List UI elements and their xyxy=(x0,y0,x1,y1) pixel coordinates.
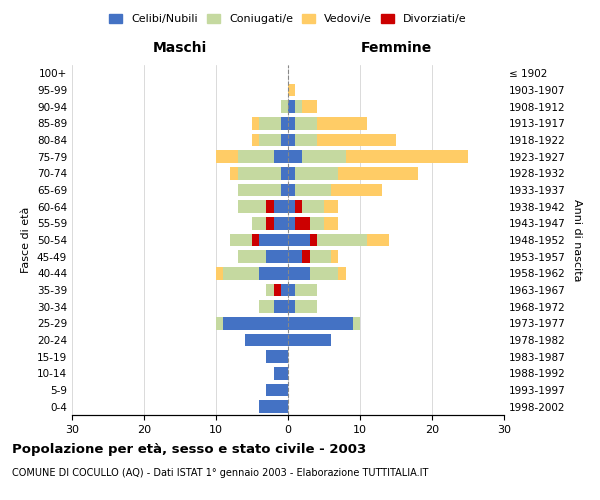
Bar xyxy=(252,234,259,246)
Bar xyxy=(216,317,223,330)
Bar xyxy=(266,384,288,396)
Bar xyxy=(281,100,288,113)
Bar xyxy=(274,284,281,296)
Bar xyxy=(274,300,288,313)
Bar xyxy=(288,117,295,130)
Bar xyxy=(274,217,288,230)
Bar xyxy=(338,267,346,280)
Bar xyxy=(288,100,295,113)
Bar xyxy=(259,267,288,280)
Bar xyxy=(302,150,346,163)
Bar xyxy=(259,300,274,313)
Bar xyxy=(266,250,288,263)
Bar xyxy=(331,184,382,196)
Bar xyxy=(281,184,288,196)
Bar xyxy=(367,234,389,246)
Bar xyxy=(302,250,310,263)
Bar xyxy=(281,167,288,179)
Bar xyxy=(295,200,324,213)
Bar xyxy=(259,134,281,146)
Bar xyxy=(238,150,274,163)
Bar xyxy=(288,267,310,280)
Bar xyxy=(216,267,223,280)
Bar xyxy=(223,317,288,330)
Bar xyxy=(288,167,295,179)
Bar xyxy=(331,250,338,263)
Bar xyxy=(295,284,317,296)
Bar xyxy=(238,250,266,263)
Bar xyxy=(216,150,238,163)
Bar xyxy=(281,117,288,130)
Bar xyxy=(230,234,259,246)
Bar xyxy=(266,200,274,213)
Bar xyxy=(266,350,288,363)
Text: Femmine: Femmine xyxy=(361,41,431,55)
Bar xyxy=(288,234,310,246)
Bar xyxy=(324,217,338,230)
Bar xyxy=(281,134,288,146)
Y-axis label: Fasce di età: Fasce di età xyxy=(22,207,31,273)
Legend: Celibi/Nubili, Coniugati/e, Vedovi/e, Divorziati/e: Celibi/Nubili, Coniugati/e, Vedovi/e, Di… xyxy=(106,10,470,28)
Bar xyxy=(266,217,274,230)
Bar xyxy=(288,250,302,263)
Bar xyxy=(252,217,274,230)
Bar xyxy=(281,284,288,296)
Bar xyxy=(288,334,331,346)
Bar xyxy=(295,134,317,146)
Bar xyxy=(295,117,317,130)
Bar xyxy=(295,100,302,113)
Bar xyxy=(223,267,259,280)
Bar xyxy=(245,334,288,346)
Y-axis label: Anni di nascita: Anni di nascita xyxy=(572,198,582,281)
Bar xyxy=(288,84,295,96)
Bar xyxy=(317,117,367,130)
Bar xyxy=(288,300,295,313)
Bar xyxy=(353,317,360,330)
Bar xyxy=(238,167,281,179)
Bar xyxy=(295,200,302,213)
Bar xyxy=(252,134,259,146)
Bar xyxy=(317,134,396,146)
Bar xyxy=(238,200,274,213)
Bar xyxy=(310,234,367,246)
Bar xyxy=(259,234,288,246)
Bar xyxy=(288,134,295,146)
Bar xyxy=(302,250,331,263)
Bar xyxy=(302,100,317,113)
Bar xyxy=(259,400,288,413)
Bar xyxy=(295,167,338,179)
Bar xyxy=(295,217,324,230)
Text: Maschi: Maschi xyxy=(153,41,207,55)
Bar xyxy=(288,317,353,330)
Bar xyxy=(230,167,238,179)
Bar xyxy=(295,300,317,313)
Bar xyxy=(238,184,281,196)
Text: Popolazione per età, sesso e stato civile - 2003: Popolazione per età, sesso e stato civil… xyxy=(12,442,366,456)
Bar xyxy=(295,184,331,196)
Bar xyxy=(266,284,281,296)
Bar xyxy=(259,117,281,130)
Bar xyxy=(288,150,302,163)
Bar xyxy=(274,367,288,380)
Bar xyxy=(288,217,295,230)
Bar xyxy=(288,200,295,213)
Bar xyxy=(324,200,338,213)
Bar xyxy=(274,150,288,163)
Bar xyxy=(310,234,317,246)
Bar xyxy=(346,150,468,163)
Bar xyxy=(274,200,288,213)
Bar xyxy=(288,284,295,296)
Text: COMUNE DI COCULLO (AQ) - Dati ISTAT 1° gennaio 2003 - Elaborazione TUTTITALIA.IT: COMUNE DI COCULLO (AQ) - Dati ISTAT 1° g… xyxy=(12,468,428,477)
Bar xyxy=(295,217,310,230)
Bar xyxy=(252,117,259,130)
Bar xyxy=(288,184,295,196)
Bar xyxy=(338,167,418,179)
Bar xyxy=(310,267,338,280)
